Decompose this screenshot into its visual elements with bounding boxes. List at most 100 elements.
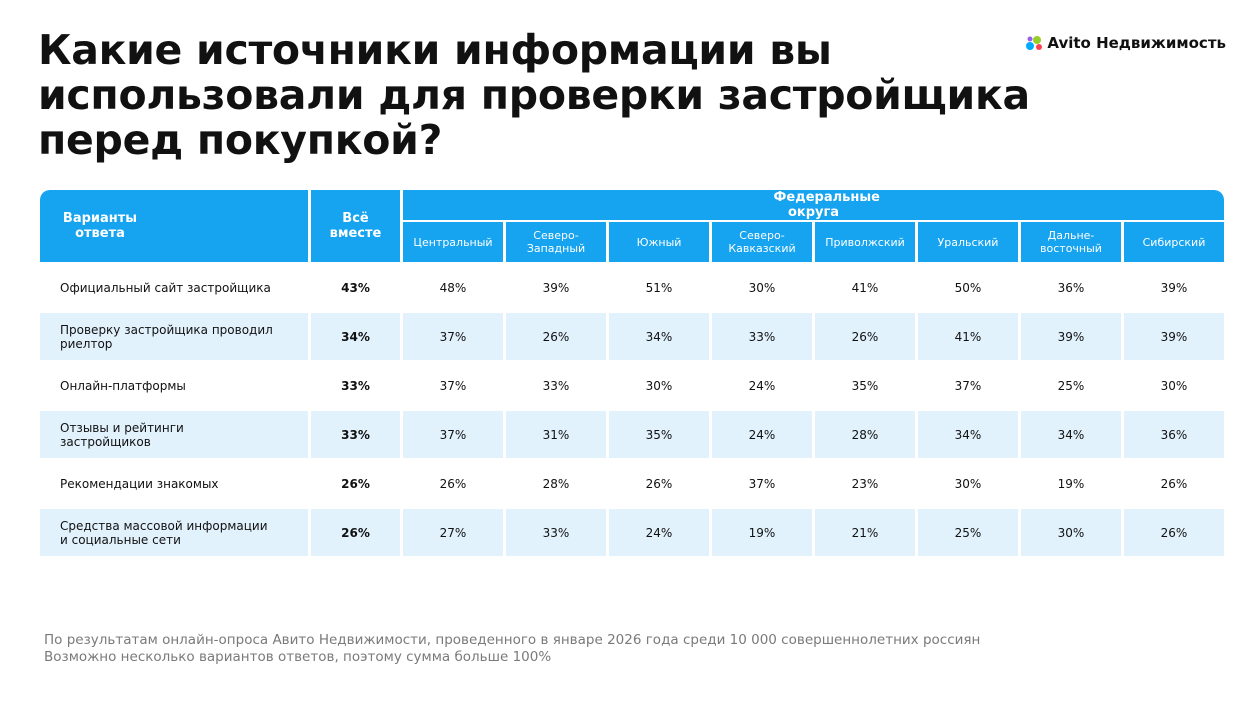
- value-cell: 30%: [1021, 509, 1121, 556]
- value-cell: 26%: [815, 313, 915, 360]
- value-cell: 30%: [712, 264, 812, 311]
- logo-text: Avito Недвижимость: [1047, 34, 1226, 52]
- title: Какие источники информации вы использова…: [38, 28, 1030, 163]
- value-cell-text: 35%: [645, 427, 673, 442]
- value-cell-text: 34%: [645, 329, 673, 344]
- logo: Avito Недвижимость: [1025, 34, 1226, 52]
- value-cell-text: 33%: [748, 329, 776, 344]
- value-cell: 51%: [609, 264, 709, 311]
- value-cell: 28%: [815, 411, 915, 458]
- value-cell-text: 41%: [954, 329, 982, 344]
- value-cell-text: 30%: [1057, 525, 1085, 540]
- value-cell-text: 19%: [748, 525, 776, 540]
- row-label: Проверку застройщика проводил риелтор: [40, 313, 308, 360]
- value-cell: 25%: [1021, 362, 1121, 409]
- value-cell: 39%: [1021, 313, 1121, 360]
- value-cell-text: 23%: [851, 476, 879, 491]
- row-label: Официальный сайт застройщика: [40, 264, 308, 311]
- value-cell: 43%: [311, 264, 400, 311]
- value-cell: 34%: [311, 313, 400, 360]
- value-cell-text: 26%: [341, 476, 370, 491]
- value-cell-text: 25%: [1057, 378, 1085, 393]
- value-cell-text: 30%: [954, 476, 982, 491]
- header-answer-text: Варианты ответа: [62, 211, 138, 241]
- value-cell: 37%: [712, 460, 812, 507]
- value-cell: 26%: [311, 460, 400, 507]
- value-cell-text: 33%: [341, 378, 370, 393]
- value-cell: 48%: [403, 264, 503, 311]
- value-cell-text: 26%: [851, 329, 879, 344]
- row-label-text: Средства массовой информации и социальны…: [60, 518, 268, 547]
- value-cell: 26%: [403, 460, 503, 507]
- value-cell: 24%: [712, 411, 812, 458]
- value-cell-text: 36%: [1057, 280, 1085, 295]
- header-district-text: Северо-Кавказский: [728, 229, 796, 255]
- value-cell: 50%: [918, 264, 1018, 311]
- value-cell: 33%: [506, 362, 606, 409]
- header-district: Дальне-восточный: [1021, 222, 1121, 262]
- footnote: Возможно несколько вариантов ответов, по…: [44, 649, 552, 665]
- value-cell-text: 34%: [954, 427, 982, 442]
- logo-icon: [1026, 36, 1043, 50]
- header-group: Федеральные округа: [403, 190, 1224, 220]
- value-cell: 36%: [1124, 411, 1224, 458]
- value-cell-text: 35%: [851, 378, 879, 393]
- value-cell-text: 37%: [439, 378, 467, 393]
- value-cell: 25%: [918, 509, 1018, 556]
- value-cell-text: 24%: [645, 525, 673, 540]
- value-cell-text: 26%: [1160, 476, 1188, 491]
- header-district-text: Уральский: [937, 235, 999, 249]
- value-cell: 37%: [403, 411, 503, 458]
- value-cell: 37%: [403, 313, 503, 360]
- value-cell-text: 37%: [748, 476, 776, 491]
- value-cell-text: 27%: [439, 525, 467, 540]
- value-cell-text: 26%: [341, 525, 370, 540]
- value-cell-text: 30%: [645, 378, 673, 393]
- value-cell-text: 50%: [954, 280, 982, 295]
- value-cell-text: 34%: [1057, 427, 1085, 442]
- value-cell-text: 33%: [341, 427, 370, 442]
- value-cell: 30%: [1124, 362, 1224, 409]
- row-label: Рекомендации знакомых: [40, 460, 308, 507]
- value-cell: 37%: [918, 362, 1018, 409]
- value-cell: 30%: [609, 362, 709, 409]
- value-cell: 36%: [1021, 264, 1121, 311]
- row-label-text: Онлайн-платформы: [60, 378, 186, 393]
- header-district-text: Южный: [636, 235, 682, 249]
- header-district-text: Центральный: [413, 235, 493, 249]
- row-label: Отзывы и рейтинги застройщиков: [40, 411, 308, 458]
- value-cell: 33%: [311, 411, 400, 458]
- value-cell: 34%: [918, 411, 1018, 458]
- value-cell: 21%: [815, 509, 915, 556]
- value-cell: 37%: [403, 362, 503, 409]
- footnote: По результатам онлайн-опроса Авито Недви…: [44, 632, 981, 648]
- value-cell-text: 30%: [748, 280, 776, 295]
- value-cell: 23%: [815, 460, 915, 507]
- value-cell-text: 26%: [439, 476, 467, 491]
- row-label-text: Проверку застройщика проводил риелтор: [60, 322, 273, 351]
- value-cell-text: 31%: [542, 427, 570, 442]
- value-cell-text: 28%: [851, 427, 879, 442]
- value-cell-text: 21%: [851, 525, 879, 540]
- value-cell: 41%: [815, 264, 915, 311]
- value-cell-text: 26%: [645, 476, 673, 491]
- value-cell-text: 41%: [851, 280, 879, 295]
- value-cell-text: 39%: [1057, 329, 1085, 344]
- value-cell: 34%: [1021, 411, 1121, 458]
- value-cell-text: 37%: [954, 378, 982, 393]
- value-cell-text: 43%: [341, 280, 370, 295]
- value-cell-text: 24%: [748, 378, 776, 393]
- header-district-text: Северо-Западный: [526, 229, 586, 255]
- row-label-text: Официальный сайт застройщика: [60, 280, 271, 295]
- value-cell: 39%: [1124, 264, 1224, 311]
- header-district: Сибирский: [1124, 222, 1224, 262]
- header-district-text: Сибирский: [1142, 235, 1206, 249]
- value-cell-text: 39%: [542, 280, 570, 295]
- header-district-text: Приволжский: [825, 235, 905, 249]
- value-cell: 26%: [1124, 460, 1224, 507]
- footnotes: По результатам онлайн-опроса Авито Недви…: [44, 632, 980, 666]
- value-cell: 26%: [506, 313, 606, 360]
- header-district: Центральный: [403, 222, 503, 262]
- title-line: использовали для проверки застройщика: [38, 71, 1030, 119]
